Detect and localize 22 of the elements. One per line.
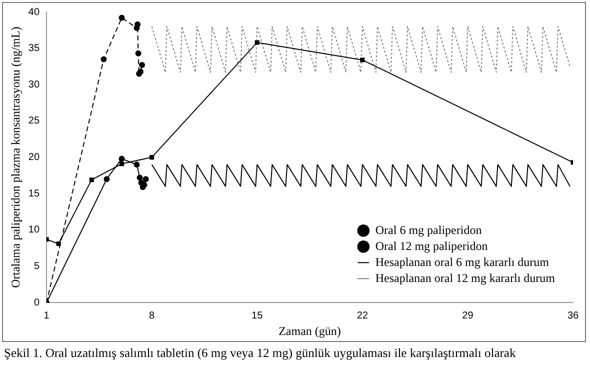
y-tick-label: 10 [28, 224, 40, 236]
legend-label: Oral 12 mg paliperidon [375, 238, 488, 253]
y-tick-label: 30 [28, 79, 40, 90]
y-tick-label: 20 [28, 152, 40, 164]
y-tick-label: 5 [34, 261, 40, 272]
y-tick-label: 0 [34, 297, 40, 308]
x-tick-label: 1 [44, 310, 50, 322]
legend-label: Oral 6 mg paliperidon [375, 222, 482, 237]
legend-label: Hesaplanan oral 12 mg kararlı durum [375, 270, 556, 285]
legend-label: Hesaplanan oral 6 mg kararlı durum [375, 254, 550, 269]
x-axis-title: Zaman (gün) [278, 324, 341, 338]
y-tick-label: 25 [28, 116, 40, 127]
x-tick-label: 8 [149, 310, 156, 322]
x-tick-label: 29 [462, 310, 474, 322]
x-tick-label: 36 [567, 310, 579, 322]
x-tick-label: 15 [252, 310, 264, 322]
y-tick-label: 35 [28, 43, 40, 54]
y-tick-label: 15 [28, 188, 40, 200]
y-axis-title: Ortalama paliperidon plazma konsantrasyonu (ng/mL) [8, 26, 22, 288]
y-tick-label: 40 [28, 6, 40, 18]
text: Şekil 1. Oral uzatılmış salımlı tabletin (6 mg veya 12 mg) günlük uygulaması ile karşılaştırmalı olarak [4, 346, 516, 361]
x-tick-label: 22 [356, 310, 368, 322]
